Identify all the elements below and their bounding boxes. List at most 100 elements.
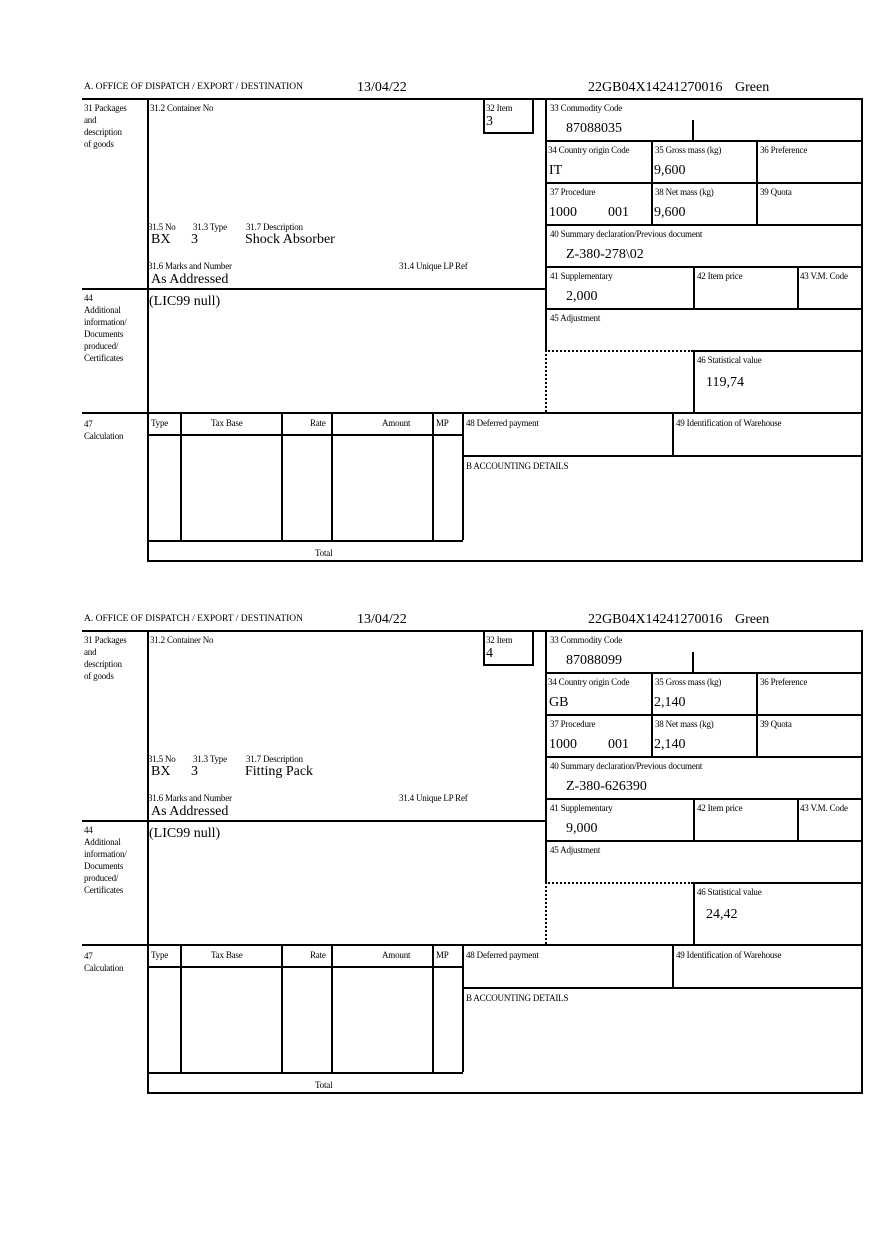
total-label: Total [315,548,333,558]
divider [147,966,463,968]
divider [483,98,485,132]
divider [331,944,333,1072]
calc-col-tax-base: Tax Base [211,418,243,428]
dotted-divider [545,350,547,412]
calc-col-mp: MP [436,950,449,960]
date: 13/04/22 [357,612,407,627]
calc-col-amount: Amount [382,418,411,428]
frame-bottom-line [147,560,863,562]
divider [281,412,283,540]
statistical-value: 119,74 [706,375,744,390]
supplementary-value: 9,000 [566,821,598,836]
previous-document-label: 40 Summary declaration/Previous document [550,229,703,239]
statistical-value: 24,42 [706,907,738,922]
date: 13/04/22 [357,80,407,95]
item-price-label: 42 Item price [697,803,743,813]
procedure-additional-value: 001 [608,737,629,752]
item-value: 3 [486,114,493,129]
previous-document-label: 40 Summary declaration/Previous document [550,761,703,771]
unique-ref-label: 31.4 Unique LP Ref [399,793,468,803]
divider [180,412,182,540]
divider [693,266,695,308]
label-line: Calculation [84,963,124,973]
divider [693,798,695,840]
label-line: Calculation [84,431,124,441]
label-line: Documents [84,861,124,871]
package-no-value: BX [151,764,171,779]
item-label: 32 Item [486,103,513,113]
container-no-label: 31.2 Container No [150,103,214,113]
label-line: information/ [84,317,127,327]
procedure-label: 37 Procedure [550,719,596,729]
label-line: 47 [84,951,93,961]
divider [532,98,534,132]
procedure-value: 1000 [549,205,577,220]
divider [756,140,758,224]
divider [693,882,695,944]
package-type-label: 31.3 Type [193,754,227,764]
label-line: 47 [84,419,93,429]
frame-right-line [861,630,863,1092]
statistical-value-label: 46 Statistical value [697,887,762,897]
label-line: 31 Packages [84,103,127,113]
divider [693,882,863,884]
divider [545,224,863,226]
declaration-reference: 22GB04X14241270016 [588,612,723,627]
label-line: 31 Packages [84,635,127,645]
route: Green [735,80,770,95]
divider [545,840,863,842]
item-label: 32 Item [486,635,513,645]
label-line: 44 [84,293,93,303]
commodity-code-value: 87088035 [566,121,622,136]
additional-info-label: 44 Additional information/ Documents pro… [84,292,127,364]
procedure-additional-value: 001 [608,205,629,220]
label-line: produced/ [84,341,119,351]
package-type-value: 3 [191,232,198,247]
supplementary-label: 41 Supplementary [550,271,613,281]
divider [462,412,464,540]
package-no-label: 31.5 No [148,222,176,232]
net-mass-label: 38 Net mass (kg) [655,719,714,729]
procedure-label: 37 Procedure [550,187,596,197]
divider [693,350,863,352]
divider [545,798,863,800]
commodity-code-label: 33 Commodity Code [550,635,623,645]
gross-mass-label: 35 Gross mass (kg) [655,145,722,155]
divider [545,756,863,758]
commodity-code-value: 87088099 [566,653,622,668]
label-line: Certificates [84,885,124,895]
item-price-label: 42 Item price [697,271,743,281]
description-label: 31.7 Description [246,754,303,764]
additional-info-value: (LIC99 null) [149,826,221,841]
divider [82,944,863,946]
divider [147,1072,463,1074]
label-line: and [84,115,97,125]
country-origin-label: 34 Country origin Code [548,145,630,155]
marks-value: As Addressed [151,272,229,287]
deferred-payment-label: 48 Deferred payment [466,950,539,960]
adjustment-label: 45 Adjustment [550,845,601,855]
packages-label: 31 Packages and description of goods [84,634,127,682]
divider [651,672,653,756]
divider [281,944,283,1072]
label-line: description [84,127,122,137]
package-no-value: BX [151,232,171,247]
deferred-payment-label: 48 Deferred payment [466,418,539,428]
divider [147,98,149,560]
accounting-details-label: B ACCOUNTING DETAILS [466,993,569,1003]
gross-mass-label: 35 Gross mass (kg) [655,677,722,687]
divider [545,182,863,184]
calculation-label: 47 Calculation [84,950,123,974]
divider [462,944,464,1072]
frame-top-line [82,630,863,632]
preference-label: 36 Preference [760,145,808,155]
label-line: 44 [84,825,93,835]
divider [797,266,799,308]
supplementary-label: 41 Supplementary [550,803,613,813]
divider [432,944,434,1072]
label-line: of goods [84,671,114,681]
marks-label: 31.6 Marks and Number [148,261,232,271]
divider [692,120,694,140]
quota-label: 39 Quota [760,719,792,729]
gross-mass-value: 9,600 [654,163,686,178]
